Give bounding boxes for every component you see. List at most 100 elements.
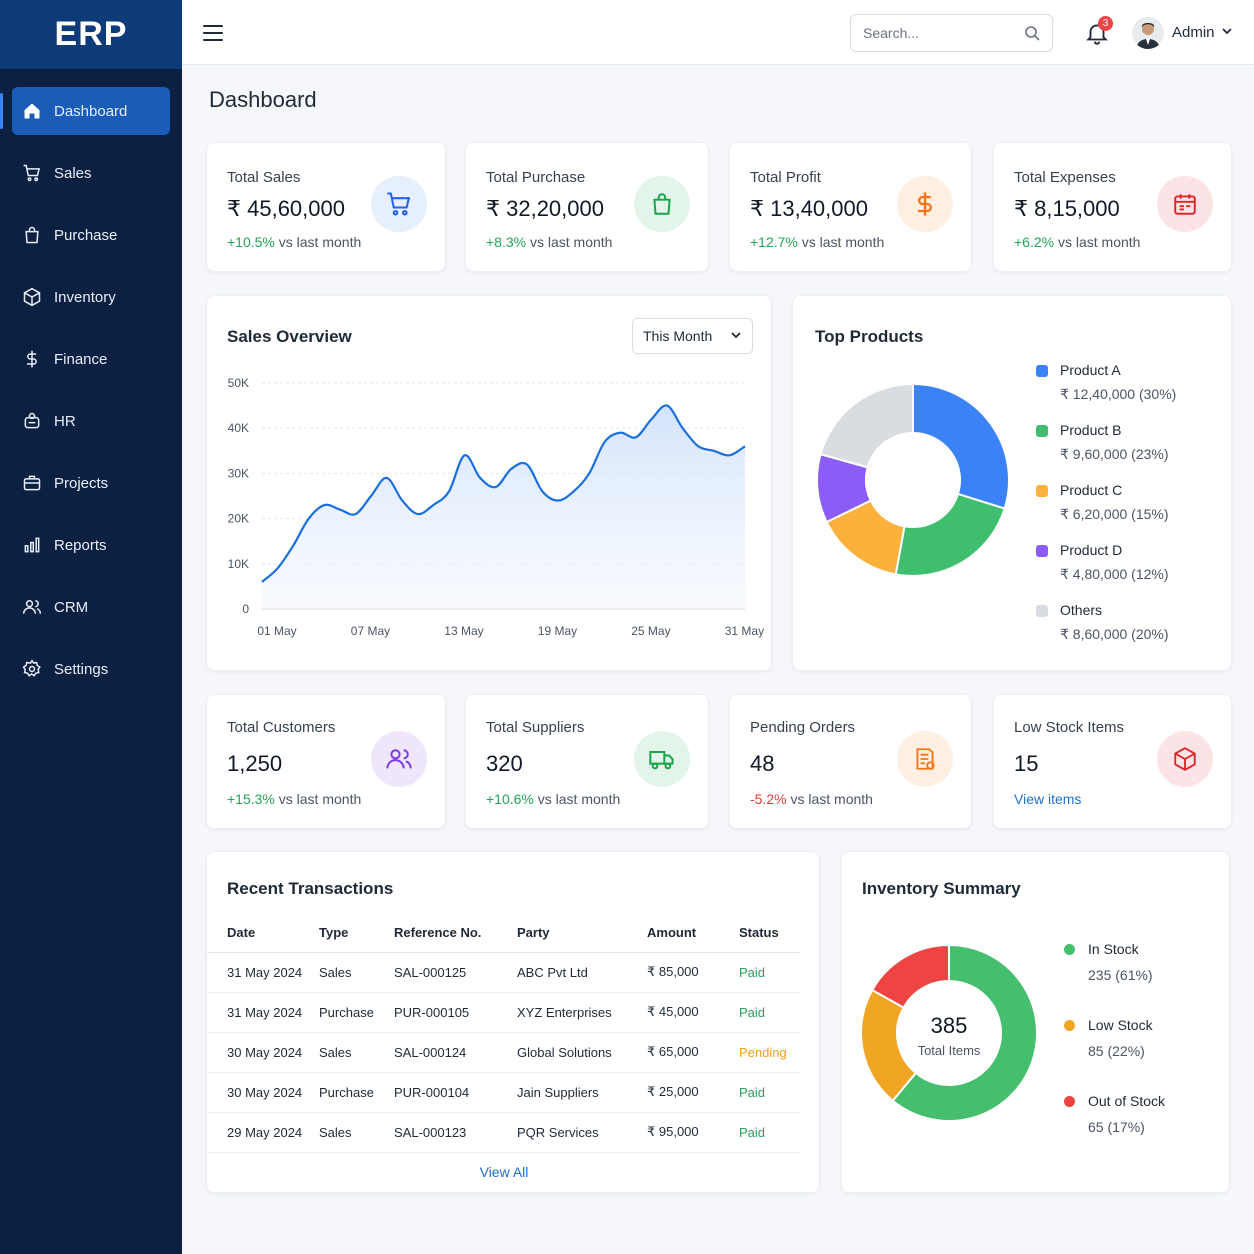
- table-cell: PUR-000105: [394, 992, 517, 1033]
- donut-slice[interactable]: [891, 943, 1038, 1122]
- stat-value: ₹ 8,15,000: [1014, 196, 1120, 221]
- stat-delta: +6.2% vs last month: [1014, 234, 1141, 250]
- recent-transactions-card: Recent Transactions Date Type Reference …: [206, 851, 820, 1193]
- table-row[interactable]: 31 May 2024 Sales SAL-000125 ABC Pvt Ltd ₹ 8…: [207, 952, 801, 993]
- sidebar-item-label: Purchase: [54, 226, 118, 244]
- sidebar-item-crm[interactable]: CRM: [12, 583, 170, 631]
- legend-swatch: [1064, 944, 1075, 955]
- top-products-donut-chart: [816, 382, 1010, 577]
- inventory-summary-title: Inventory Summary: [862, 879, 1021, 898]
- sidebar-item-finance[interactable]: Finance: [12, 335, 170, 383]
- table-row[interactable]: 30 May 2024 Sales SAL-000124 Global Solutio…: [207, 1032, 801, 1073]
- donut-slice[interactable]: [870, 943, 950, 1009]
- y-tick-label: 40K: [228, 421, 249, 435]
- period-select[interactable]: This Month: [632, 318, 753, 354]
- column-header: Date: [207, 914, 319, 953]
- menu-icon[interactable]: [202, 22, 224, 44]
- y-tick-label: 20K: [228, 512, 249, 526]
- stat-delta: +10.6% vs last month: [486, 791, 621, 807]
- legend-name: Others: [1060, 602, 1103, 618]
- period-select-value: This Month: [643, 328, 713, 344]
- table-cell: Paid: [739, 1112, 801, 1153]
- user-menu[interactable]: Admin: [1172, 24, 1233, 41]
- y-tick-label: 10K: [228, 557, 249, 571]
- table-cell: Purchase: [319, 992, 394, 1033]
- legend-value: ₹ 12,40,000 (30%): [1060, 386, 1177, 402]
- inventory-total: 385: [930, 1013, 968, 1038]
- search-icon[interactable]: [1024, 25, 1040, 41]
- sidebar-item-label: Reports: [54, 536, 107, 554]
- recent-transactions-title: Recent Transactions: [227, 879, 394, 898]
- sidebar-nav: Dashboard Sales Purchase Inventory Finan…: [0, 69, 182, 693]
- bag-icon: [22, 225, 42, 245]
- sidebar-item-hr[interactable]: HR: [12, 397, 170, 445]
- legend-value: 65 (17%): [1088, 1119, 1145, 1135]
- donut-slice[interactable]: [912, 382, 1010, 510]
- sidebar-item-label: Inventory: [54, 288, 116, 306]
- table-row[interactable]: 31 May 2024 Purchase PUR-000105 XYZ Enterpr…: [207, 992, 801, 1033]
- stat-card-low-stock: Low Stock Items 15 View items: [993, 694, 1232, 829]
- legend-name: Product B: [1060, 422, 1122, 438]
- sidebar-item-dashboard[interactable]: Dashboard: [0, 87, 170, 135]
- truck-icon: [634, 731, 690, 787]
- sidebar-item-settings[interactable]: Settings: [12, 645, 170, 693]
- stat-label: Low Stock Items: [1014, 719, 1125, 736]
- stat-value: 1,250: [227, 751, 283, 776]
- stat-value: 15: [1014, 751, 1039, 776]
- donut-slice[interactable]: [819, 382, 914, 469]
- stat-label: Total Sales: [227, 169, 301, 186]
- sidebar-item-label: CRM: [54, 598, 89, 616]
- sidebar-item-inventory[interactable]: Inventory: [12, 273, 170, 321]
- legend-swatch: [1036, 485, 1048, 497]
- stat-card-total-profit: Total Profit ₹ 13,40,000 +12.7% vs last …: [729, 142, 972, 272]
- column-header: Status: [739, 914, 801, 953]
- cart-icon: [22, 163, 42, 183]
- table-row[interactable]: 29 May 2024 Sales SAL-000123 PQR Services ₹ …: [207, 1112, 801, 1153]
- dollar-icon: [22, 349, 42, 369]
- sales-overview-card: Sales Overview This Month 0 10K 20K 30K 40K 5…: [206, 295, 772, 671]
- legend-swatch: [1036, 545, 1048, 557]
- top-products-title: Top Products: [815, 327, 924, 346]
- table-cell: Global Solutions: [517, 1032, 647, 1073]
- y-tick-label: 0: [242, 602, 249, 616]
- avatar[interactable]: [1132, 17, 1164, 49]
- table-cell: Pending: [739, 1032, 801, 1073]
- table-cell: SAL-000125: [394, 952, 517, 993]
- stat-label: Total Customers: [227, 719, 336, 736]
- top-products-card: Top Products Product A ₹ 12,40,000 (30%) P…: [792, 295, 1232, 671]
- sidebar-item-projects[interactable]: Projects: [12, 459, 170, 507]
- search-box: [850, 14, 1053, 52]
- cube-icon: [1157, 731, 1213, 787]
- stat-label: Total Profit: [750, 169, 821, 186]
- brand-logo[interactable]: ERP: [0, 0, 182, 69]
- legend-value: 235 (61%): [1088, 967, 1153, 983]
- view-all-link[interactable]: View All: [479, 1164, 529, 1180]
- sidebar-item-label: HR: [54, 412, 76, 430]
- search-input[interactable]: [863, 25, 1013, 41]
- stat-value: 48: [750, 751, 775, 776]
- legend-value: ₹ 9,60,000 (23%): [1060, 446, 1169, 462]
- sales-area-fill: [262, 405, 745, 609]
- sales-overview-title: Sales Overview: [227, 327, 352, 346]
- sales-series-line[interactable]: [261, 404, 746, 583]
- legend-name: Product C: [1060, 482, 1123, 498]
- donut-slice[interactable]: [894, 492, 1006, 577]
- sidebar-item-label: Dashboard: [54, 102, 128, 120]
- sales-line-chart: 0 10K 20K 30K 40K 50K 01 May 07 May 13 May 19 May…: [228, 376, 764, 638]
- table-row[interactable]: 30 May 2024 Purchase PUR-000104 Jain Suppli…: [207, 1072, 801, 1113]
- stat-value: ₹ 45,60,000: [227, 196, 345, 221]
- legend-value: ₹ 8,60,000 (20%): [1060, 626, 1169, 642]
- legend-name: Out of Stock: [1088, 1093, 1166, 1109]
- users-icon: [22, 597, 42, 617]
- inventory-summary-card: Inventory Summary 385 Total Items In Sto…: [841, 851, 1230, 1193]
- view-items-link[interactable]: View items: [1014, 791, 1082, 807]
- x-tick-label: 07 May: [351, 624, 390, 638]
- sidebar-item-purchase[interactable]: Purchase: [12, 211, 170, 259]
- sidebar-item-label: Sales: [54, 164, 92, 182]
- sidebar-item-sales[interactable]: Sales: [12, 149, 170, 197]
- sidebar-item-reports[interactable]: Reports: [12, 521, 170, 569]
- notification-badge: 3: [1098, 16, 1113, 31]
- table-cell: 29 May 2024: [207, 1112, 319, 1153]
- stat-label: Total Purchase: [486, 169, 586, 186]
- box-icon: [22, 287, 42, 307]
